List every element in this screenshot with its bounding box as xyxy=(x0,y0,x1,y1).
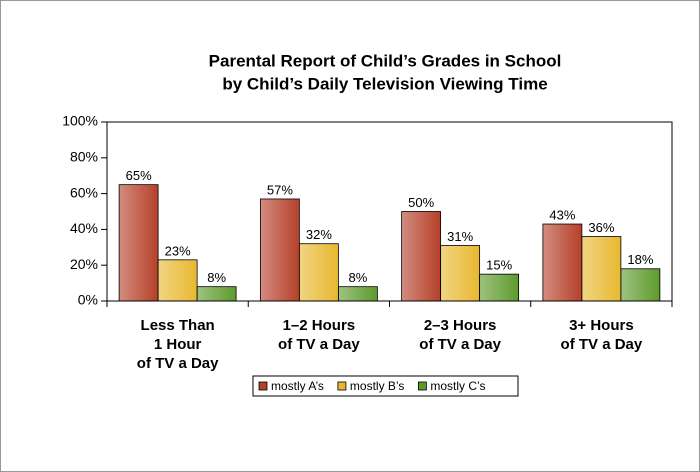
data-label: 32% xyxy=(306,227,332,242)
x-tick-label: Less Than xyxy=(141,317,215,334)
bar xyxy=(542,223,583,302)
legend-box xyxy=(252,375,519,397)
data-label: 43% xyxy=(549,207,575,222)
legend-label: mostly B’s xyxy=(350,379,404,393)
data-label: 57% xyxy=(267,182,293,197)
legend-swatch xyxy=(337,381,347,391)
bar xyxy=(620,268,661,302)
data-label: 65% xyxy=(126,168,152,183)
data-label: 31% xyxy=(447,229,473,244)
data-label: 8% xyxy=(207,270,226,285)
legend-swatch xyxy=(417,381,427,391)
x-tick-label: 3+ Hours xyxy=(569,317,634,334)
legend-swatch xyxy=(258,381,268,391)
data-label: 15% xyxy=(486,258,512,273)
x-tick-label: 1–2 Hours xyxy=(283,317,356,334)
y-tick-label: 0% xyxy=(78,292,98,308)
bar xyxy=(337,286,378,302)
x-tick-label: 1 Hour xyxy=(154,336,202,353)
bar xyxy=(581,236,622,302)
x-tick-label: of TV a Day xyxy=(278,336,360,353)
legend-label: mostly A’s xyxy=(271,379,324,393)
bar xyxy=(259,198,300,302)
bar xyxy=(401,211,442,302)
chart-title: by Child’s Daily Television Viewing Time xyxy=(222,74,547,93)
legend-label: mostly C’s xyxy=(430,379,485,393)
bar xyxy=(118,184,159,302)
y-tick-label: 80% xyxy=(70,149,98,165)
bar xyxy=(196,286,237,302)
y-tick-label: 100% xyxy=(62,113,98,129)
bar xyxy=(157,259,198,302)
bar xyxy=(298,243,339,302)
x-tick-label: of TV a Day xyxy=(561,336,643,353)
x-tick-label: of TV a Day xyxy=(419,336,501,353)
bar xyxy=(479,273,520,302)
y-tick-label: 60% xyxy=(70,184,98,200)
data-label: 50% xyxy=(408,195,434,210)
bar xyxy=(440,245,481,302)
x-tick-label: of TV a Day xyxy=(137,355,219,372)
plot-border xyxy=(106,121,673,302)
data-label: 36% xyxy=(588,220,614,235)
data-label: 8% xyxy=(348,270,367,285)
y-tick-label: 40% xyxy=(70,220,98,236)
y-tick-label: 20% xyxy=(70,256,98,272)
x-tick-label: 2–3 Hours xyxy=(424,317,497,334)
chart-title: Parental Report of Child’s Grades in Sch… xyxy=(209,51,562,70)
data-label: 23% xyxy=(165,243,191,258)
data-label: 18% xyxy=(627,252,653,267)
